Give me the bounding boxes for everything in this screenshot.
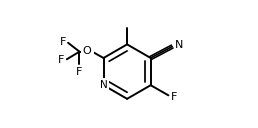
Text: N: N xyxy=(175,40,183,50)
Text: F: F xyxy=(171,92,178,102)
Text: F: F xyxy=(58,55,64,65)
Text: F: F xyxy=(76,67,83,77)
Text: F: F xyxy=(59,36,66,46)
Text: O: O xyxy=(83,46,92,56)
Text: N: N xyxy=(100,80,107,90)
